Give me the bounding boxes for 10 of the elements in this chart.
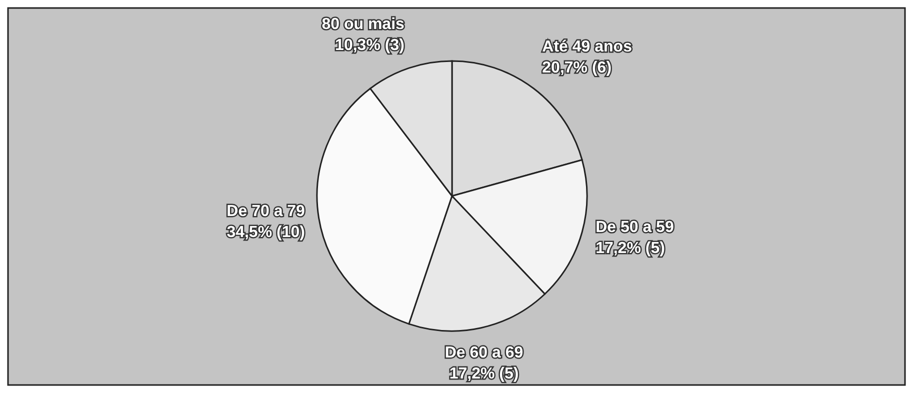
data-label: 17,2% (5) xyxy=(596,240,665,257)
slice-label: 80 ou mais xyxy=(322,16,405,33)
slice-label: Até 49 anos xyxy=(542,38,632,56)
slice-label: De 50 a 59 xyxy=(596,218,674,236)
slice-label: De 60 a 69 xyxy=(444,344,524,362)
data-label: 20,7% (6) xyxy=(542,59,612,76)
data-label: 34,5% (10) xyxy=(226,224,305,242)
slice-label: De 70 a 79 xyxy=(226,203,306,220)
data-label: 10,3% (3) xyxy=(335,36,404,54)
data-label: 17,2% (5) xyxy=(449,366,519,383)
